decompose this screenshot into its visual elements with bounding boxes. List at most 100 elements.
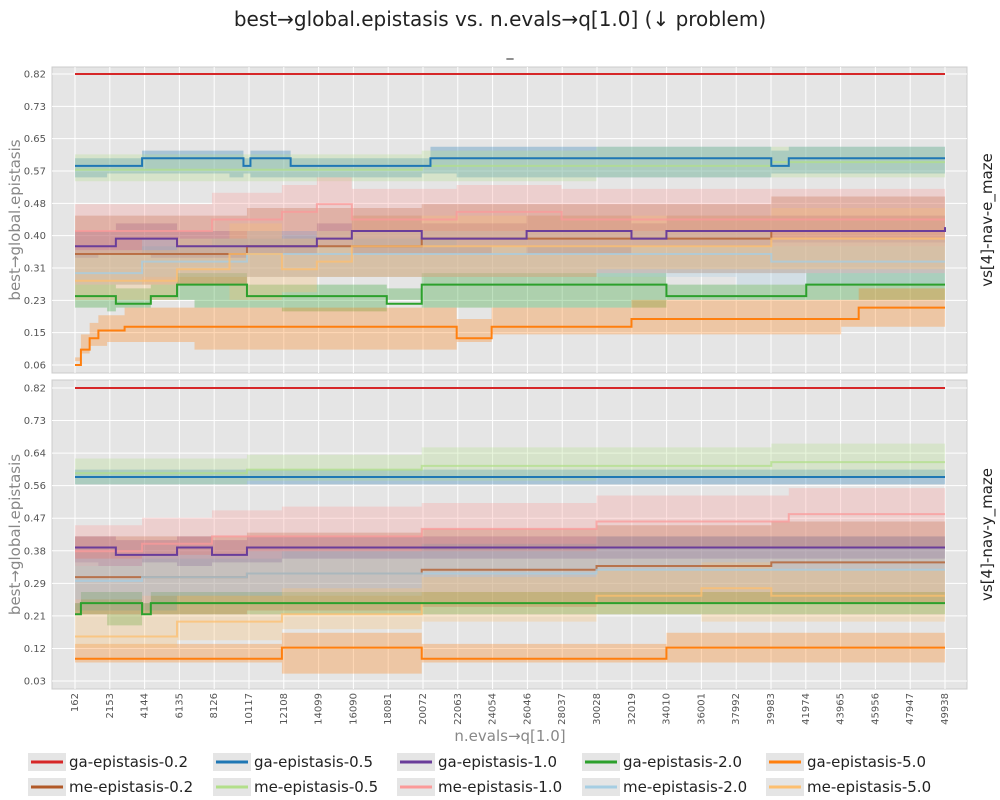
chart-subtitle: _ <box>506 44 515 60</box>
x-tick-label: 41974 <box>801 693 812 725</box>
x-tick-label: 6135 <box>174 693 185 718</box>
legend-item-ga-epistasis-5.0: ga-epistasis-5.0 <box>766 753 926 771</box>
x-tick-label: 28037 <box>557 693 568 725</box>
line-me-epistasis-5.0 <box>75 237 945 282</box>
y-tick-label: 0.73 <box>24 416 46 427</box>
panel-1: 0.82 0.73 0.65 0.57 0.48 0.40 0.31 0.23 0.15 0.06… <box>6 66 997 374</box>
x-tick-label: 47947 <box>905 693 916 725</box>
y-tick-label: 0.21 <box>24 611 46 622</box>
legend-label: ga-epistasis-5.0 <box>807 753 926 771</box>
band-me-epistasis-5.0 <box>75 562 945 659</box>
legend-item-ga-epistasis-0.2: ga-epistasis-0.2 <box>28 753 188 771</box>
x-tick-label: 12108 <box>279 693 290 725</box>
x-tick-label: 2153 <box>105 693 116 718</box>
y-tick-label: 0.82 <box>24 70 46 81</box>
y-axis-label: best→global.epistasis <box>6 139 24 300</box>
line-me-epistasis-1.0 <box>75 203 945 232</box>
y-tick-label: 0.57 <box>24 167 46 178</box>
band-me-epistasis-1.0 <box>75 488 945 574</box>
y-tick-label: 0.73 <box>24 102 46 113</box>
x-tick-label: 4144 <box>140 693 151 718</box>
y-tick-label: 0.82 <box>24 384 46 395</box>
legend-label: ga-epistasis-0.5 <box>254 753 373 771</box>
x-tick-label: 30028 <box>592 693 603 725</box>
line-ga-epistasis-1.0 <box>75 227 946 248</box>
y-tick-label: 0.47 <box>24 514 46 525</box>
legend-item-me-epistasis-1.0: me-epistasis-1.0 <box>397 778 562 796</box>
legend-label: me-epistasis-5.0 <box>807 778 931 796</box>
legend-item-me-epistasis-5.0: me-epistasis-5.0 <box>766 778 931 796</box>
facet-label: vs[4]-nav-e_maze <box>978 153 997 287</box>
panel-2: 0.82 0.73 0.64 0.56 0.47 0.38 0.29 0.21 0.12 0.03… <box>6 379 997 690</box>
y-tick-label: 0.29 <box>24 579 46 590</box>
x-tick-label: 8126 <box>209 693 220 718</box>
y-tick-label: 0.31 <box>24 264 46 275</box>
y-tick-label: 0.40 <box>24 231 46 242</box>
band-ga-epistasis-2.0 <box>75 273 945 312</box>
x-tick-label: 24054 <box>488 693 499 725</box>
x-tick-label: 26046 <box>522 693 533 725</box>
x-tick-label: 16090 <box>348 693 359 725</box>
band-ga-epistasis-5.0 <box>75 632 945 674</box>
legend-label: me-epistasis-0.2 <box>69 778 193 796</box>
x-axis-label: n.evals→q[1.0] <box>454 727 565 745</box>
y-tick-label: 0.48 <box>24 199 46 210</box>
x-tick-label: 14099 <box>314 693 325 725</box>
line-ga-epistasis-1.0 <box>75 546 945 556</box>
legend-item-me-epistasis-0.5: me-epistasis-0.5 <box>213 778 378 796</box>
facet-label: vs[4]-nav-y_maze <box>978 468 997 601</box>
y-tick-label: 0.38 <box>24 546 46 557</box>
legend-label: me-epistasis-2.0 <box>623 778 747 796</box>
x-tick-label: 37992 <box>731 693 742 725</box>
line-ga-epistasis-0.5 <box>75 157 945 167</box>
line-ga-epistasis-5.0 <box>75 646 945 660</box>
y-axis-label: best→global.epistasis <box>6 454 24 615</box>
legend-item-ga-epistasis-2.0: ga-epistasis-2.0 <box>582 753 742 771</box>
band-me-epistasis-5.0 <box>75 208 945 312</box>
line-ga-epistasis-2.0 <box>75 602 945 616</box>
y-tick-label: 0.23 <box>24 296 46 307</box>
x-tick-label: 36001 <box>696 693 707 725</box>
x-ticks: 162 2153 4144 6135 8126 10117 12108 14099 16090 1… <box>70 693 951 725</box>
line-me-epistasis-1.0 <box>75 513 945 553</box>
line-ga-epistasis-2.0 <box>75 283 945 305</box>
band-me-epistasis-1.0 <box>75 177 945 254</box>
legend-label: ga-epistasis-1.0 <box>438 753 557 771</box>
y-tick-label: 0.06 <box>24 361 46 372</box>
chart-title: best→global.epistasis vs. n.evals→q[1.0]… <box>234 7 766 31</box>
x-tick-label: 49938 <box>940 693 951 725</box>
x-tick-label: 45956 <box>870 693 881 725</box>
y-tick-label: 0.12 <box>24 644 46 655</box>
x-tick-label: 162 <box>70 693 81 712</box>
y-tick-label: 0.56 <box>24 481 46 492</box>
legend-item-ga-epistasis-1.0: ga-epistasis-1.0 <box>397 753 557 771</box>
x-tick-label: 32019 <box>627 693 638 725</box>
legend-item-me-epistasis-0.2: me-epistasis-0.2 <box>28 778 193 796</box>
y-tick-label: 0.65 <box>24 134 46 145</box>
x-tick-label: 10117 <box>244 693 255 725</box>
band-ga-epistasis-1.0 <box>75 536 945 567</box>
y-tick-label: 0.15 <box>24 328 46 339</box>
line-ga-epistasis-5.0 <box>75 306 945 366</box>
legend-item-me-epistasis-2.0: me-epistasis-2.0 <box>582 778 747 796</box>
legend-label: me-epistasis-1.0 <box>438 778 562 796</box>
panels: 0.82 0.73 0.65 0.57 0.48 0.40 0.31 0.23 0.15 0.06… <box>6 66 997 725</box>
x-tick-label: 34010 <box>662 693 673 725</box>
y-tick-label: 0.64 <box>24 449 46 460</box>
x-tick-label: 22063 <box>453 693 464 725</box>
x-tick-label: 20072 <box>418 693 429 725</box>
line-me-epistasis-2.0 <box>75 568 945 582</box>
line-me-epistasis-0.5 <box>75 461 945 475</box>
x-tick-label: 43965 <box>836 693 847 725</box>
plot-background <box>51 379 968 690</box>
legend-label: ga-epistasis-2.0 <box>623 753 742 771</box>
x-tick-label: 39983 <box>766 693 777 725</box>
legend: ga-epistasis-0.2 ga-epistasis-0.5 ga-epist… <box>28 753 931 796</box>
y-tick-label: 0.03 <box>24 677 46 688</box>
legend-label: ga-epistasis-0.2 <box>69 753 188 771</box>
band-ga-epistasis-2.0 <box>75 591 945 626</box>
band-me-epistasis-0.5 <box>75 146 945 182</box>
legend-item-ga-epistasis-0.5: ga-epistasis-0.5 <box>213 753 373 771</box>
line-me-epistasis-2.0 <box>75 252 945 275</box>
